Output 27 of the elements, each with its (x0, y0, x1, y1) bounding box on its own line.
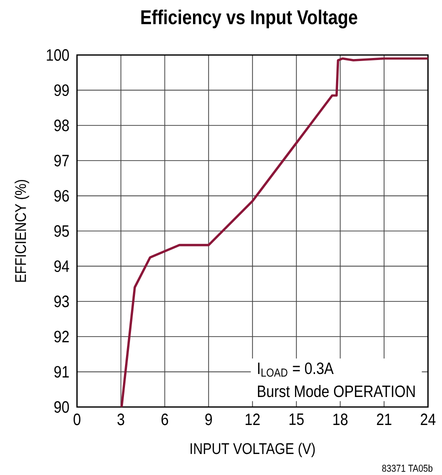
text: 83371 TA05b (382, 464, 432, 472)
x-tick-label: 18 (333, 414, 348, 426)
y-tick-label: 96 (54, 190, 69, 202)
x-tick-label: 24 (420, 414, 436, 426)
line-series (120, 57, 428, 407)
annotation: I$_{LOAD}$ = 0.3A (258, 362, 334, 377)
y-tick-label: 93 (54, 296, 69, 308)
y-tick-label: 98 (54, 120, 69, 132)
y-tick-label: 94 (54, 260, 70, 272)
y-tick-label: 92 (54, 330, 69, 342)
chart-title: Efficiency vs Input Voltage (141, 10, 358, 28)
x-tick-label: 6 (162, 414, 168, 426)
x-tick-label: 3 (117, 414, 124, 426)
x-tick-label: 9 (205, 414, 212, 426)
y-tick-label: 99 (54, 84, 69, 96)
x-axis-title: INPUT VOLTAGE (V) (190, 442, 315, 458)
x-tick-label: 0 (74, 414, 80, 426)
y-tick-label: 90 (54, 401, 69, 413)
y-tick-label: 97 (54, 154, 69, 166)
y-axis-title: EFFICIENCY (%) (14, 180, 30, 282)
y-tick-label: 95 (54, 225, 69, 237)
x-tick-label: 15 (290, 414, 304, 426)
annotation: Burst Mode OPERATION (258, 385, 415, 398)
y-tick-label: 100 (46, 49, 69, 61)
x-tick-label: 21 (376, 414, 392, 426)
y-tick-label: 91 (54, 366, 69, 378)
x-tick-label: 12 (246, 414, 260, 426)
